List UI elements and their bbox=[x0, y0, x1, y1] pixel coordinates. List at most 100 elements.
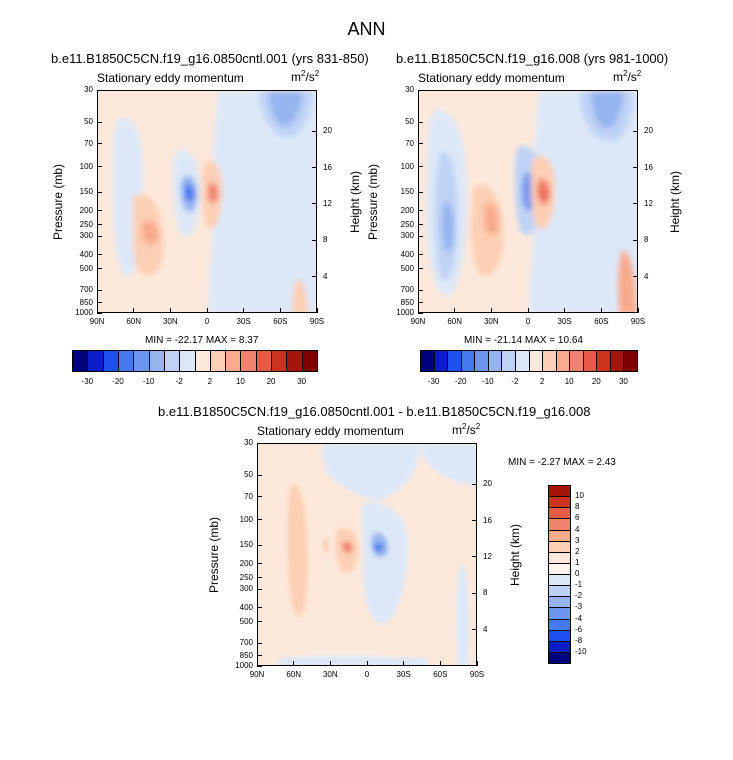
figure-title: ANN bbox=[347, 19, 386, 39]
panel2-colorbar-cell bbox=[447, 350, 462, 372]
panel3-contour-surface-neg bbox=[278, 655, 428, 665]
panel1-contour-neg-strat-core bbox=[268, 91, 303, 126]
panel3-minmax: MIN = -2.27 MAX = 2.43 bbox=[508, 457, 616, 468]
p3-htick-label: 12 bbox=[483, 551, 492, 561]
panel1-plot-area bbox=[97, 90, 317, 313]
p3-htick-mark bbox=[472, 556, 477, 558]
p1-xtick-label: 0 bbox=[204, 317, 210, 326]
panel3-colorbar-label: 1 bbox=[575, 557, 580, 567]
p1-ptick-label: 50 bbox=[84, 117, 93, 127]
panel3-contour-neg-mid bbox=[362, 503, 408, 624]
p3-xtick-mark bbox=[256, 661, 258, 666]
p1-ptick-label: 500 bbox=[79, 263, 93, 273]
p2-ptick-label: 300 bbox=[400, 231, 414, 241]
panel3-units: m2/s2 bbox=[452, 422, 481, 437]
panel3-contour-pos-left bbox=[323, 538, 330, 553]
panel1-colorbar-cell bbox=[148, 350, 165, 372]
p1-ptick-label: 200 bbox=[79, 205, 93, 215]
panel2-colorbar-label: -10 bbox=[482, 377, 494, 386]
panel2-colorbar-cell bbox=[542, 350, 557, 372]
p1-ptick-mark bbox=[97, 302, 102, 304]
p3-htick-mark bbox=[472, 592, 477, 594]
p3-ptick-mark bbox=[257, 665, 262, 667]
p1-xtick-mark bbox=[169, 308, 171, 313]
p3-xtick-label: 90N bbox=[249, 670, 265, 679]
p1-xtick-mark bbox=[279, 308, 281, 313]
panel1-colorbar-cell bbox=[209, 350, 227, 372]
p3-ptick-label: 250 bbox=[239, 572, 253, 582]
panel2-contour-neg-nh-core bbox=[442, 201, 454, 253]
p1-ptick-label: 300 bbox=[79, 231, 93, 241]
p2-htick-mark bbox=[633, 239, 638, 241]
p2-ptick-label: 700 bbox=[400, 285, 414, 295]
p2-xtick-mark bbox=[637, 308, 639, 313]
p1-htick-label: 12 bbox=[323, 198, 332, 208]
panel3-plot-area bbox=[257, 443, 477, 666]
panel3-ylabel-right: Height (km) bbox=[508, 524, 522, 587]
p2-ptick-mark bbox=[418, 312, 423, 314]
panel3-colorbar-label: 10 bbox=[575, 491, 584, 501]
p3-xtick-mark bbox=[403, 661, 405, 666]
p2-ptick-label: 500 bbox=[400, 263, 414, 273]
p3-htick-label: 20 bbox=[483, 479, 492, 489]
p2-xtick-label: 60N bbox=[447, 317, 462, 326]
p3-ptick-label: 70 bbox=[244, 491, 253, 501]
panel3-contour-pos-nh bbox=[288, 483, 308, 617]
panel2-colorbar-cell bbox=[487, 350, 503, 372]
p1-ptick-label: 1000 bbox=[75, 308, 93, 317]
p2-xtick-label: 90N bbox=[410, 317, 426, 326]
p1-xtick-mark bbox=[206, 308, 208, 313]
p2-ptick-mark bbox=[418, 224, 423, 226]
panel1-contour-pos-eq-core bbox=[207, 182, 219, 204]
panel3-colorbar-label: 3 bbox=[575, 535, 580, 545]
panel3-colorbar-label: -4 bbox=[575, 613, 583, 623]
panel1-colorbar-cell bbox=[117, 350, 135, 372]
p1-xtick-mark bbox=[96, 308, 98, 313]
panel1-title: b.e11.B1850C5CN.f19_g16.0850cntl.001 (yr… bbox=[51, 51, 369, 66]
p2-htick-label: 16 bbox=[644, 162, 653, 172]
panel1-colorbar-cell bbox=[255, 350, 273, 372]
p2-htick-label: 8 bbox=[644, 235, 649, 245]
panel2-colorbar-cell bbox=[569, 350, 584, 372]
panel3-colorbar-label: -10 bbox=[575, 646, 587, 656]
p1-xtick-label: 60S bbox=[273, 317, 288, 326]
p2-htick-mark bbox=[633, 130, 638, 132]
p1-ptick-mark bbox=[97, 166, 102, 168]
p2-ptick-label: 70 bbox=[405, 138, 414, 148]
p3-ptick-label: 100 bbox=[239, 514, 253, 524]
p2-ptick-mark bbox=[418, 235, 423, 237]
p3-ptick-mark bbox=[257, 563, 262, 565]
panel2-colorbar-cell bbox=[501, 350, 516, 372]
panel2-colorbar-cell bbox=[582, 350, 598, 372]
p1-ptick-mark bbox=[97, 143, 102, 145]
panel2-colorbar-label: 2 bbox=[539, 377, 545, 386]
panel1-colorbar: -30 -20 -10 -2 2 10 20 30 bbox=[72, 350, 318, 386]
p2-ptick-label: 150 bbox=[400, 187, 414, 197]
panel1-contour-neg-eq-core bbox=[184, 183, 195, 202]
p3-xtick-label: 0 bbox=[364, 670, 370, 679]
panel1-colorbar-cell bbox=[225, 350, 242, 372]
panel3-colorbar-label: 0 bbox=[575, 569, 580, 578]
p1-ptick-label: 700 bbox=[79, 285, 93, 295]
p1-htick-mark bbox=[312, 203, 317, 205]
panel3-contour-neg-eq-core bbox=[374, 543, 384, 551]
panel3-contour-pos-eq-core bbox=[342, 541, 353, 554]
p1-htick-label: 8 bbox=[323, 235, 328, 245]
panel1-colorbar-label: -10 bbox=[142, 377, 155, 386]
p2-ptick-mark bbox=[418, 210, 423, 212]
p1-ptick-mark bbox=[97, 235, 102, 237]
panel3-colorbar-label: -2 bbox=[575, 591, 583, 601]
p1-xtick-label: 90N bbox=[89, 317, 105, 326]
p1-xtick-mark bbox=[316, 308, 318, 313]
p3-xtick-label: 30S bbox=[396, 670, 411, 679]
p3-ptick-label: 700 bbox=[239, 638, 253, 648]
p1-ptick-mark bbox=[97, 191, 102, 193]
p3-xtick-label: 90S bbox=[469, 670, 485, 679]
panel3-colorbar-label: 8 bbox=[575, 502, 580, 512]
panel2-title: b.e11.B1850C5CN.f19_g16.008 (yrs 981-100… bbox=[396, 51, 669, 66]
panel3-contours bbox=[278, 444, 476, 665]
panel3-ylabel-left: Pressure (mb) bbox=[207, 517, 221, 594]
p1-htick-mark bbox=[312, 239, 317, 241]
panel2-minmax: MIN = -21.14 MAX = 10.64 bbox=[464, 335, 583, 346]
panel2-colorbar-label: 20 bbox=[591, 377, 601, 386]
